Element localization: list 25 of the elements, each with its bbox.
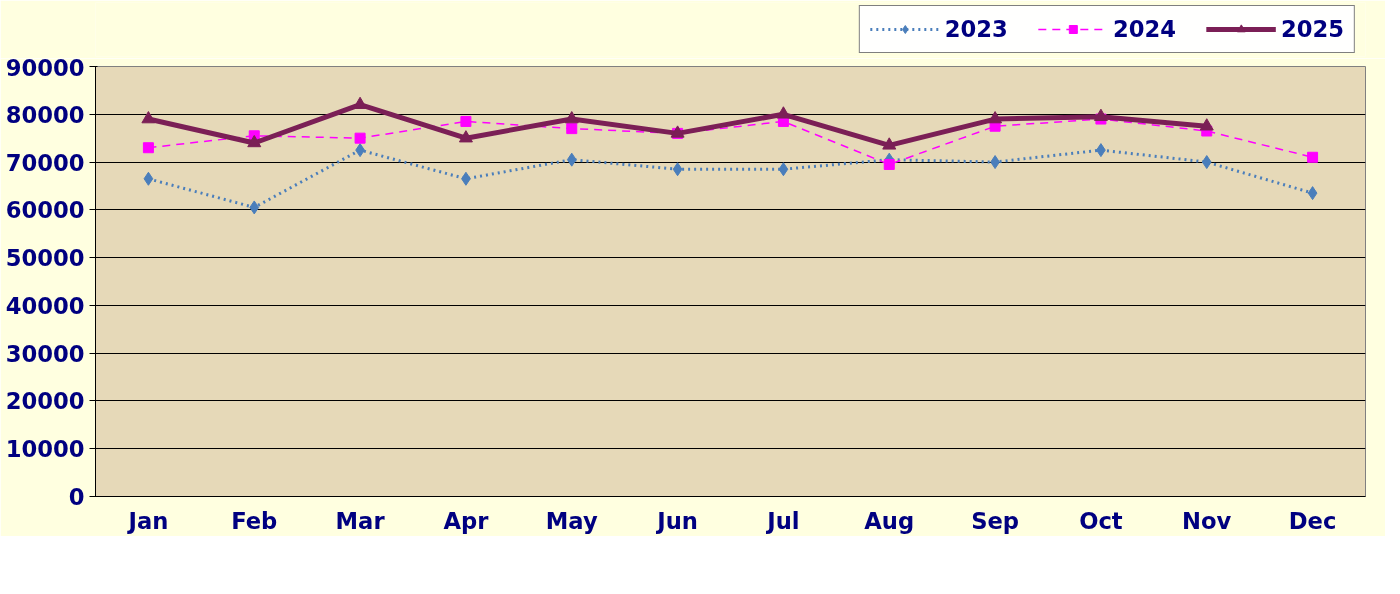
y-tick-label: 80000 bbox=[5, 101, 85, 128]
x-tick-label: Dec bbox=[1288, 507, 1337, 534]
y-tick-label: 60000 bbox=[5, 197, 85, 224]
y-tick-label: 0 bbox=[68, 484, 85, 510]
x-tick-label: Mar bbox=[335, 507, 386, 534]
x-tick-label: Apr bbox=[443, 507, 490, 534]
x-tick-label: May bbox=[545, 507, 598, 534]
x-tick-label: Oct bbox=[1079, 507, 1123, 534]
x-tick-label: Aug bbox=[864, 507, 915, 534]
y-tick-label: 10000 bbox=[5, 436, 85, 463]
y-tick-label: 30000 bbox=[5, 340, 85, 367]
y-tick-label: 70000 bbox=[5, 149, 85, 176]
legend-label: 2023 bbox=[944, 16, 1008, 42]
x-tick-label: Feb bbox=[231, 507, 278, 534]
x-tick-label: Jan bbox=[126, 507, 169, 534]
legend-label: 2025 bbox=[1280, 16, 1344, 42]
y-tick-label: 40000 bbox=[5, 292, 85, 319]
x-tick-label: Sep bbox=[971, 507, 1020, 534]
y-tick-label: 90000 bbox=[5, 54, 85, 81]
legend-label: 2024 bbox=[1112, 16, 1176, 42]
y-tick-label: 50000 bbox=[5, 245, 85, 272]
x-tick-label: Jul bbox=[765, 507, 800, 534]
y-tick-label: 20000 bbox=[5, 388, 85, 415]
x-tick-label: Nov bbox=[1182, 507, 1232, 534]
x-tick-label: Jun bbox=[655, 507, 698, 534]
